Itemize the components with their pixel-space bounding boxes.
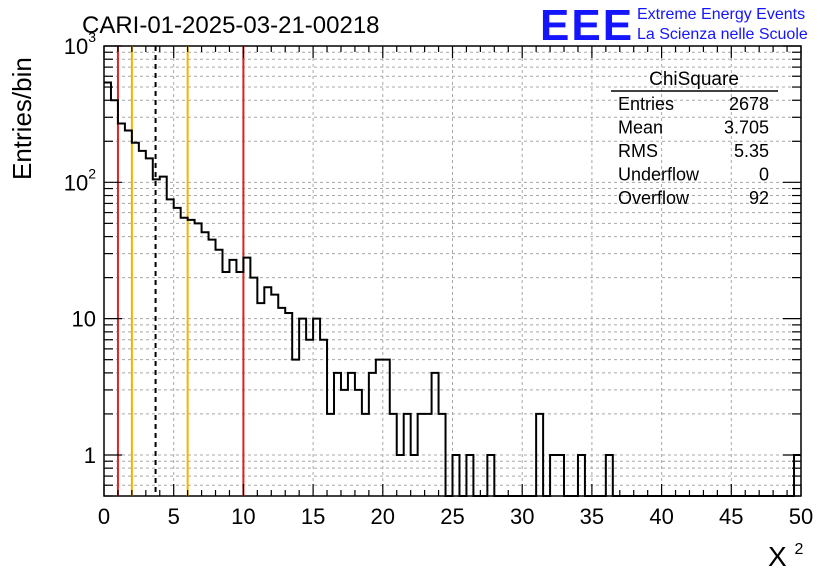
stats-box-rows: Entries 2678 Mean 3.705 RMS 5.35 Underflow 0 Ove… bbox=[618, 94, 769, 208]
x-axis-title-base: X bbox=[768, 541, 787, 572]
stats-row-label: Underflow bbox=[618, 165, 700, 185]
eee-logo: EEE Extreme Energy Events La Scienza nel… bbox=[540, 1, 808, 50]
stats-row-label: Overflow bbox=[618, 188, 690, 208]
eee-logo-line2: La Scienza nelle Scuole bbox=[637, 26, 808, 43]
x-tick-label: 20 bbox=[371, 504, 395, 529]
x-tick-label: 30 bbox=[510, 504, 534, 529]
stats-row-value: 5.35 bbox=[734, 141, 769, 161]
x-tick-label: 5 bbox=[168, 504, 180, 529]
y-tick-label: 102 bbox=[64, 165, 96, 195]
x-tick-label: 35 bbox=[580, 504, 604, 529]
stats-box: ChiSquare Entries 2678 Mean 3.705 RMS 5.35 Und… bbox=[611, 69, 778, 208]
stats-row-label: Mean bbox=[618, 118, 663, 138]
stats-row-value: 3.705 bbox=[724, 118, 769, 138]
stats-row-value: 0 bbox=[759, 165, 769, 185]
x-axis-title: X 2 bbox=[768, 541, 803, 572]
stats-row-label: RMS bbox=[618, 141, 658, 161]
x-tick-label: 0 bbox=[98, 504, 110, 529]
x-axis-title-superscript: 2 bbox=[794, 541, 803, 558]
y-tick-label: 10 bbox=[72, 307, 96, 332]
plot-area: 0 5 10 15 20 25 30 35 40 45 50 1 10 102 103 bbox=[64, 29, 814, 529]
x-tick-label: 10 bbox=[231, 504, 255, 529]
grid-lines bbox=[104, 46, 801, 496]
y-axis: 1 10 102 103 bbox=[64, 29, 801, 497]
x-tick-label: 25 bbox=[440, 504, 464, 529]
y-tick-label: 1 bbox=[84, 443, 96, 468]
x-tick-label: 15 bbox=[301, 504, 325, 529]
y-tick-label: 103 bbox=[64, 29, 96, 59]
eee-logo-mark: EEE bbox=[540, 1, 634, 50]
chart-title: CARI-01-2025-03-21-00218 bbox=[82, 12, 380, 39]
x-tick-label: 40 bbox=[649, 504, 673, 529]
x-axis: 0 5 10 15 20 25 30 35 40 45 50 bbox=[98, 46, 813, 529]
stats-box-title: ChiSquare bbox=[649, 69, 739, 90]
y-axis-title: Entries/bin bbox=[7, 57, 37, 180]
x-tick-label: 50 bbox=[789, 504, 813, 529]
stats-row-value: 92 bbox=[749, 188, 769, 208]
x-tick-label: 45 bbox=[719, 504, 743, 529]
eee-logo-line1: Extreme Energy Events bbox=[637, 6, 805, 23]
stats-row-label: Entries bbox=[618, 94, 674, 114]
stats-row-value: 2678 bbox=[729, 94, 769, 114]
